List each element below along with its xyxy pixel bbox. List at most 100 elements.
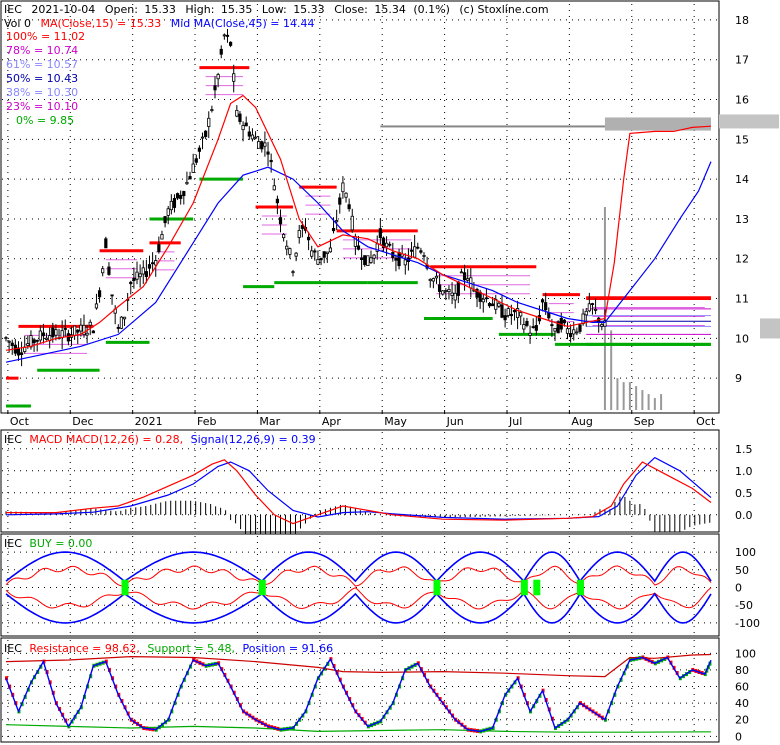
candle-body (438, 284, 442, 292)
candle-body (88, 321, 92, 326)
price-y-tick-label: 9 (735, 372, 742, 385)
candle-body (593, 308, 598, 311)
candle-body (66, 333, 70, 342)
header-close: 15.34 (374, 3, 406, 16)
candle-body (132, 277, 136, 282)
candle-body (82, 324, 86, 336)
candle-body (60, 330, 64, 338)
price-y-tick-label: 16 (735, 94, 749, 107)
candle-body (257, 141, 261, 149)
position-line (5, 656, 712, 733)
volume-bar (647, 394, 650, 410)
candle-body (204, 130, 208, 137)
header-ma-line: Vol 0 MA(Close,15) = 15.33 Mid MA(Close,… (4, 17, 315, 30)
buy-y-tick-label: 0 (735, 582, 742, 595)
candle-body (285, 245, 289, 250)
volume-bar (616, 378, 619, 410)
candle-body (97, 290, 102, 298)
candle-body (360, 257, 364, 260)
candle-body (341, 182, 345, 193)
candle-body (431, 278, 435, 282)
x-tick-label: Oct (696, 415, 716, 428)
candle-body (544, 302, 548, 311)
buy-y-tick-label: -50 (735, 599, 753, 612)
candle-body (335, 220, 339, 223)
buy-y-tick-label: 50 (735, 564, 749, 577)
candle-body (528, 332, 532, 336)
candle-body (491, 303, 495, 307)
rs-panel-frame (0, 637, 720, 743)
candle-body (587, 303, 591, 312)
macd-y-tick-label: 1.0 (735, 465, 753, 478)
candle-body (63, 328, 67, 330)
fib-label: 78% = 10.74 (6, 44, 78, 57)
rs-y-tick-label: 0 (735, 730, 742, 743)
candle-body (272, 185, 276, 191)
candle-body (157, 244, 161, 253)
candle-body (263, 142, 267, 147)
candle-body (450, 292, 454, 296)
candle-body (344, 192, 348, 198)
candle-body (185, 181, 189, 185)
candle-body (522, 324, 526, 330)
candle-body (129, 281, 133, 285)
candle-body (534, 325, 538, 331)
candle-body (232, 73, 236, 82)
candle-body (600, 324, 604, 327)
candle-body (4, 337, 8, 339)
candle-body (225, 34, 230, 37)
candle-body (175, 193, 180, 199)
macd-y-tick-label: 0.5 (735, 487, 753, 500)
candle-body (384, 242, 389, 248)
candle-body (294, 252, 298, 257)
candle-body (216, 74, 220, 80)
candle-body (179, 194, 183, 199)
header-open: 15.33 (144, 3, 176, 16)
candle-body (76, 329, 80, 333)
candle-body (466, 278, 470, 281)
mid-ma-line (5, 161, 712, 363)
buy-marker (520, 579, 528, 596)
candle-body (200, 136, 205, 139)
candle-body (338, 197, 342, 205)
candle-body (325, 251, 329, 254)
candle-body (269, 159, 273, 163)
candle-body (319, 257, 323, 261)
candle-body (101, 268, 105, 274)
candle-body (235, 109, 239, 117)
macd-panel: 0.0 0.5 1.0 1.5 IEC MACD MACD(12,26) = 0.28… (0, 429, 753, 545)
candle-body (154, 260, 158, 266)
x-tick-label: Aug (571, 415, 592, 428)
header-ticker: IEC (4, 3, 22, 16)
candle-body (275, 198, 279, 204)
volume-bar (628, 382, 631, 410)
header-line: IEC 2021-10-04 Open: 15.33 High: 15.35 L… (4, 3, 549, 16)
candle-body (73, 325, 77, 337)
x-tick-label: Oct (10, 415, 30, 428)
buy-y-ticks: -100 -50 0 50 100 (735, 546, 760, 630)
candle-body (378, 228, 382, 238)
candle-body (403, 259, 407, 266)
candle-body (182, 191, 186, 197)
candle-body (590, 303, 595, 305)
candle-body (250, 134, 255, 140)
candle-body (104, 238, 108, 249)
candle-body (572, 329, 576, 335)
header-source: (c) Stoxline.com (459, 3, 548, 16)
buy-value: BUY = 0.00 (29, 537, 92, 550)
gray-band (604, 117, 711, 131)
candle-body (107, 266, 111, 275)
x-tick-label: Jul (508, 415, 522, 428)
candle-body (241, 125, 245, 131)
macd-y-tick-label: 1.5 (735, 443, 753, 456)
buy-y-tick-label: 100 (735, 546, 756, 559)
buy-y-tick-label: -100 (735, 617, 760, 630)
candle-body (306, 236, 311, 241)
candle-body (122, 316, 127, 320)
candle-body (503, 315, 507, 321)
candle-body (381, 237, 386, 248)
x-tick-label: Apr (322, 415, 342, 428)
candle-body (322, 251, 326, 258)
